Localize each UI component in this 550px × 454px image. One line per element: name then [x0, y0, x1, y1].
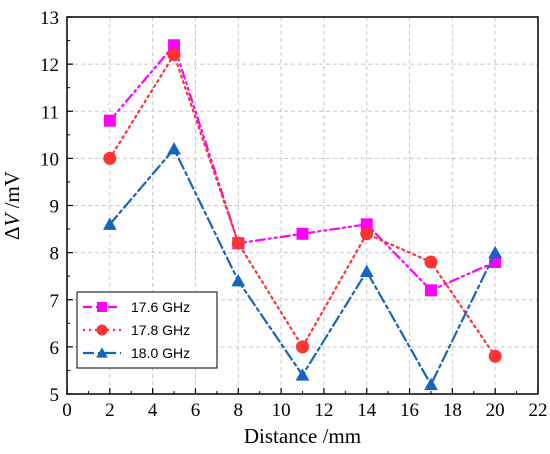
- data-point-triangle: [167, 142, 181, 155]
- legend: 17.6 GHz 17.8 GHz 18.0 GHz: [76, 291, 218, 369]
- data-point-triangle: [488, 245, 503, 259]
- data-point-triangle: [231, 274, 246, 287]
- legend-label: 18.0 GHz: [131, 345, 190, 361]
- data-point-circle: [96, 324, 108, 336]
- legend-item: 17.8 GHz: [83, 322, 190, 338]
- data-point-square: [103, 114, 116, 127]
- y-tick-label: 5: [50, 385, 60, 406]
- y-axis-title-variable: V: [0, 211, 24, 226]
- data-point-circle: [360, 227, 374, 241]
- x-tick-label: 18: [443, 400, 462, 421]
- data-point-circle: [231, 236, 245, 250]
- x-tick-label: 14: [357, 400, 377, 421]
- legend-item: 18.0 GHz: [83, 345, 190, 361]
- data-point-triangle: [359, 264, 374, 277]
- series-2: [102, 142, 503, 391]
- x-tick-label: 2: [105, 400, 115, 421]
- series-line: [108, 43, 497, 292]
- y-tick-label: 11: [41, 102, 59, 123]
- data-point-triangle: [102, 217, 117, 230]
- legend-item: 17.6 GHz: [83, 299, 190, 315]
- data-point-circle: [103, 151, 117, 165]
- x-axis-title: Distance /mm: [244, 424, 361, 448]
- x-tick-label: 6: [191, 400, 201, 421]
- y-tick-label: 8: [50, 244, 60, 265]
- data-point-square: [424, 284, 437, 297]
- y-tick-label: 6: [50, 338, 60, 359]
- data-point-circle: [488, 349, 502, 363]
- data-point-triangle: [295, 368, 310, 381]
- data-point-circle: [424, 255, 438, 269]
- y-tick-label: 7: [50, 291, 60, 312]
- data-point-square: [168, 39, 181, 52]
- data-point-circle: [167, 48, 181, 62]
- x-tick-label: 12: [314, 400, 333, 421]
- y-axis-title-prefix: Δ: [0, 226, 24, 240]
- legend-label: 17.8 GHz: [131, 322, 190, 338]
- x-tick-label: 10: [272, 400, 291, 421]
- data-point-triangle: [424, 377, 438, 391]
- x-tick-label: 4: [148, 400, 158, 421]
- y-tick-label: 9: [50, 197, 60, 218]
- y-tick-label: 12: [40, 55, 59, 76]
- series-1: [103, 48, 502, 363]
- y-axis-title: ΔV /mV: [0, 171, 24, 240]
- data-point-square: [97, 302, 107, 312]
- x-tick-label: 20: [486, 400, 505, 421]
- x-tick-label: 0: [62, 400, 72, 421]
- data-point-triangle: [96, 347, 108, 358]
- data-point-circle: [296, 340, 309, 354]
- y-tick-label: 10: [40, 149, 59, 170]
- y-axis-title-unit: /mV: [0, 171, 24, 214]
- data-point-square: [360, 218, 373, 231]
- y-tick-label: 13: [40, 8, 59, 29]
- x-tick-label: 16: [400, 400, 419, 421]
- legend-label: 17.6 GHz: [131, 299, 190, 315]
- data-point-square: [296, 227, 309, 240]
- series-0: [103, 39, 502, 297]
- x-tick-label: 22: [529, 400, 548, 421]
- axes: 0 2 4 6 8 10 12 14 16 18 20 22 5 6 7 8 9 10 11 12 13: [40, 8, 548, 421]
- series: [102, 39, 503, 391]
- x-tick-label: 8: [234, 400, 244, 421]
